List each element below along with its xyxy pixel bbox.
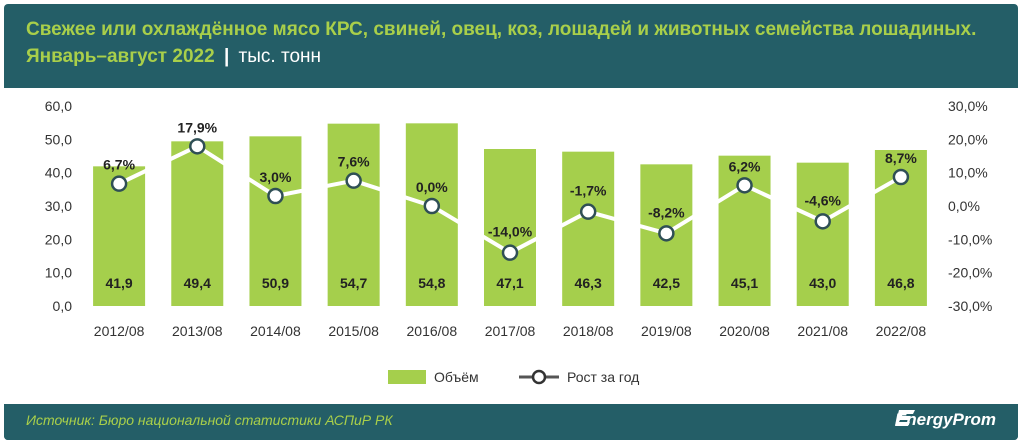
y-right-tick-label: -30,0% [948,298,992,314]
x-tick-label: 2021/08 [797,323,848,339]
title-separator: | [223,46,230,67]
y-left-tick-label: 20,0 [45,231,72,247]
plot-area: 0,0 10,0 20,0 30,0 40,0 50,0 60,0 -30,0% -20,0% -… [4,88,1018,404]
footer: Источник: Бюро национальной статистики А… [4,404,1018,440]
growth-label: -14,0% [488,224,533,240]
energyprom-logo: EnergyProm [894,410,996,430]
growth-point [892,168,910,186]
growth-point [189,138,206,155]
bar-value-label: 49,4 [184,275,211,291]
chart-title: Свежее или охлаждённое мясо КРС, свиней,… [26,16,986,70]
y-right-tick-label: -10,0% [948,231,992,247]
growth-label: 6,7% [103,157,135,173]
y-left-tick-label: 60,0 [45,98,72,114]
growth-label: 6,2% [729,158,761,174]
x-tick-label: 2017/08 [485,323,536,339]
bar-value-label: 54,8 [418,275,445,291]
logo-mark-icon [894,410,915,426]
growth-label: 0,0% [416,179,448,195]
bar [327,123,380,306]
growth-label: -8,2% [648,204,685,220]
growth-label: 8,7% [885,150,917,166]
growth-point [814,213,831,230]
x-tick-label: 2013/08 [172,323,223,339]
x-tick-label: 2014/08 [250,323,301,339]
y-left-tick-label: 0,0 [53,298,73,314]
chart-title-main: Свежее или охлаждённое мясо КРС, свиней,… [26,19,977,67]
bar [484,149,536,306]
x-tick-label: 2018/08 [563,323,614,339]
x-tick-label: 2012/08 [94,323,145,339]
bar [171,141,224,306]
growth-point [267,187,284,205]
bar-value-label: 46,3 [575,275,602,291]
bar-value-label: 43,0 [809,275,836,291]
y-left-tick-label: 50,0 [45,131,72,147]
growth-point [658,225,675,242]
growth-label: -1,7% [570,183,607,199]
legend-label-growth: Рост за год [567,369,639,385]
bar [562,151,615,306]
y-left-tick-label: 40,0 [45,165,72,181]
growth-label: 17,9% [177,119,217,135]
bar-value-label: 54,7 [340,275,367,291]
y-left-tick-label: 30,0 [45,198,72,214]
bar-value-label: 42,5 [653,275,680,291]
x-tick-label: 2020/08 [719,323,770,339]
x-tick-label: 2022/08 [876,323,927,339]
growth-point [345,172,362,189]
x-tick-label: 2019/08 [641,323,692,339]
y-left-tick-label: 10,0 [45,265,72,281]
chart-svg: 0,0 10,0 20,0 30,0 40,0 50,0 60,0 -30,0% -20,0% -… [45,98,993,385]
growth-point [501,244,519,261]
growth-point [736,177,753,194]
legend-label-volume: Объём [434,369,479,385]
bar-value-label: 50,9 [262,275,289,291]
y-right-tick-label: 0,0% [948,198,980,214]
y-right-tick-label: 10,0% [948,165,988,181]
growth-point [110,175,128,192]
growth-point [579,203,597,220]
chart-title-unit: тыс. тонн [238,46,322,67]
legend-swatch-point [531,369,547,385]
legend-swatch-bar [388,370,426,384]
chart-card: Свежее или охлаждённое мясо КРС, свиней,… [4,4,1018,440]
bar-value-label: 41,9 [105,275,132,291]
bar [796,162,849,306]
growth-point [423,197,441,215]
logo-text: EnergyProm [894,410,996,429]
bar [249,136,302,306]
y-right-tick-label: -20,0% [948,265,992,281]
bar-value-label: 45,1 [731,275,758,291]
x-tick-label: 2015/08 [328,323,379,339]
bar-value-label: 47,1 [496,275,523,291]
growth-label: 3,0% [259,169,291,185]
source-note: Источник: Бюро национальной статистики А… [26,412,393,428]
x-tick-label: 2016/08 [407,323,458,339]
growth-label: 7,6% [338,154,370,170]
bar-value-label: 46,8 [887,275,914,291]
y-right-tick-label: 20,0% [948,131,988,147]
y-right-tick-label: 30,0% [948,98,988,114]
growth-label: -4,6% [804,192,841,208]
